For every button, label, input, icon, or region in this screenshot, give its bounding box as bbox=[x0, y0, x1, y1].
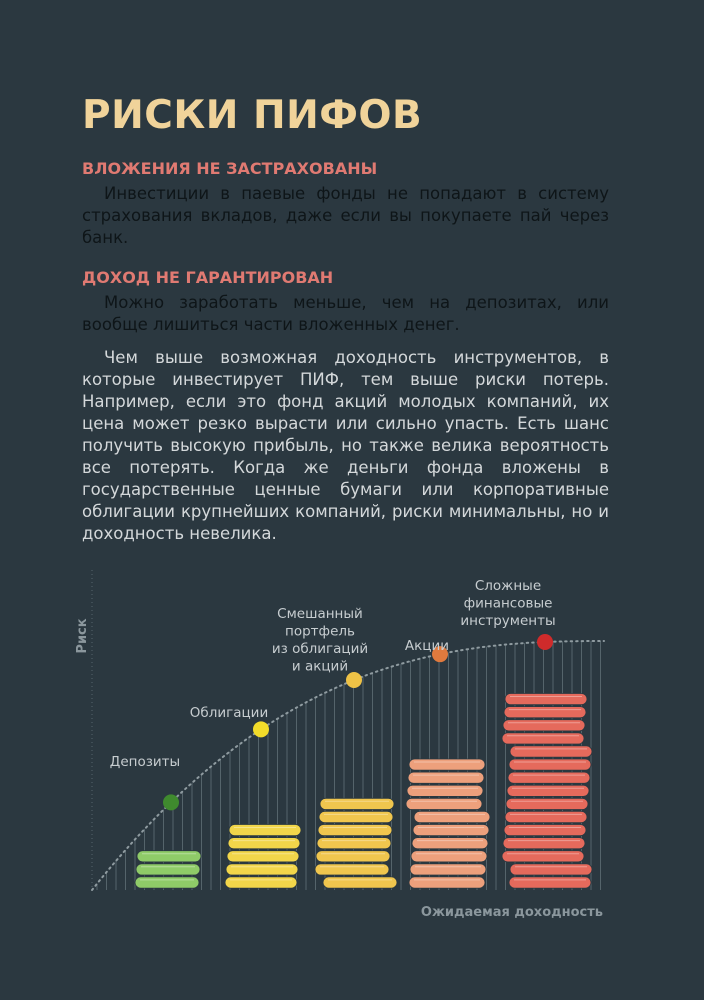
page-title: РИСКИ ПИФОВ bbox=[82, 93, 423, 138]
risk-point bbox=[346, 672, 362, 689]
category-label-line: Облигации bbox=[190, 705, 268, 721]
coin bbox=[406, 784, 484, 797]
x-axis-label: Ожидаемая доходность bbox=[421, 905, 603, 920]
coin bbox=[501, 732, 585, 745]
coin-stack bbox=[501, 693, 593, 889]
coin bbox=[413, 810, 491, 823]
trend-curve bbox=[91, 640, 605, 891]
coin bbox=[505, 797, 589, 810]
risk-point bbox=[537, 633, 553, 650]
coin bbox=[227, 837, 301, 850]
category-label: Сложные финансовые инструменты bbox=[460, 578, 555, 629]
coin bbox=[507, 771, 591, 784]
coin bbox=[509, 745, 593, 758]
coin bbox=[135, 863, 201, 876]
risk-point bbox=[253, 721, 269, 738]
coin bbox=[322, 876, 398, 889]
risk-return-chart: Депозиты Облигации Смешанный портфель из обл… bbox=[75, 570, 605, 920]
category-label: Облигации bbox=[190, 705, 268, 721]
coin bbox=[408, 758, 486, 771]
category-label-line: Акции bbox=[405, 638, 449, 654]
coin bbox=[407, 771, 485, 784]
coin-stack bbox=[134, 850, 202, 889]
coin bbox=[408, 876, 486, 889]
coin bbox=[504, 810, 588, 823]
category-label-line: Депозиты bbox=[110, 754, 180, 770]
coin-stack bbox=[405, 758, 491, 889]
coin bbox=[317, 824, 393, 837]
coin bbox=[316, 837, 392, 850]
coin bbox=[225, 863, 299, 876]
coin bbox=[503, 706, 587, 719]
coin bbox=[502, 719, 586, 732]
coin bbox=[508, 758, 592, 771]
coin bbox=[504, 693, 588, 706]
coin bbox=[134, 876, 200, 889]
coin bbox=[315, 850, 391, 863]
category-label-line: из облигаций bbox=[272, 641, 368, 657]
category-label-line: инструменты bbox=[460, 613, 555, 629]
coin bbox=[508, 876, 592, 889]
risk-point bbox=[163, 794, 179, 811]
coin bbox=[409, 863, 487, 876]
coin bbox=[501, 850, 585, 863]
coin-stack bbox=[314, 797, 398, 889]
coin bbox=[411, 837, 489, 850]
category-label-line: портфель bbox=[285, 624, 355, 640]
coin bbox=[412, 824, 490, 837]
category-label: Депозиты bbox=[110, 754, 180, 770]
body-paragraph: Чем выше возможная доходность инструмент… bbox=[82, 348, 609, 543]
category-label-line: Смешанный bbox=[277, 606, 363, 622]
coin bbox=[318, 810, 394, 823]
coin bbox=[226, 850, 300, 863]
coin-stack bbox=[224, 824, 302, 889]
section-heading-insurance: ВЛОЖЕНИЯ НЕ ЗАСТРАХОВАНЫ bbox=[82, 159, 378, 178]
coin bbox=[509, 863, 593, 876]
category-label-line: финансовые bbox=[464, 596, 553, 612]
coin bbox=[502, 837, 586, 850]
coin bbox=[410, 850, 488, 863]
section-text-insurance: Инвестиции в паевые фонды не попадают в … bbox=[82, 184, 609, 247]
category-label-line: и акций bbox=[292, 659, 348, 675]
coin bbox=[319, 797, 395, 810]
y-axis-label: Риск bbox=[75, 618, 90, 653]
coin bbox=[405, 797, 483, 810]
coin bbox=[136, 850, 202, 863]
section-text-income: Можно заработать меньше, чем на депозита… bbox=[82, 293, 609, 334]
category-label-line: Сложные bbox=[475, 578, 541, 594]
coin bbox=[224, 876, 298, 889]
risk-point bbox=[432, 646, 448, 663]
coin bbox=[228, 824, 302, 837]
coin bbox=[506, 784, 590, 797]
category-label: Акции bbox=[405, 638, 449, 654]
section-heading-income: ДОХОД НЕ ГАРАНТИРОВАН bbox=[82, 268, 334, 287]
category-label: Смешанный портфель из облигаций и акций bbox=[272, 606, 368, 675]
coin bbox=[314, 863, 390, 876]
coin bbox=[503, 824, 587, 837]
